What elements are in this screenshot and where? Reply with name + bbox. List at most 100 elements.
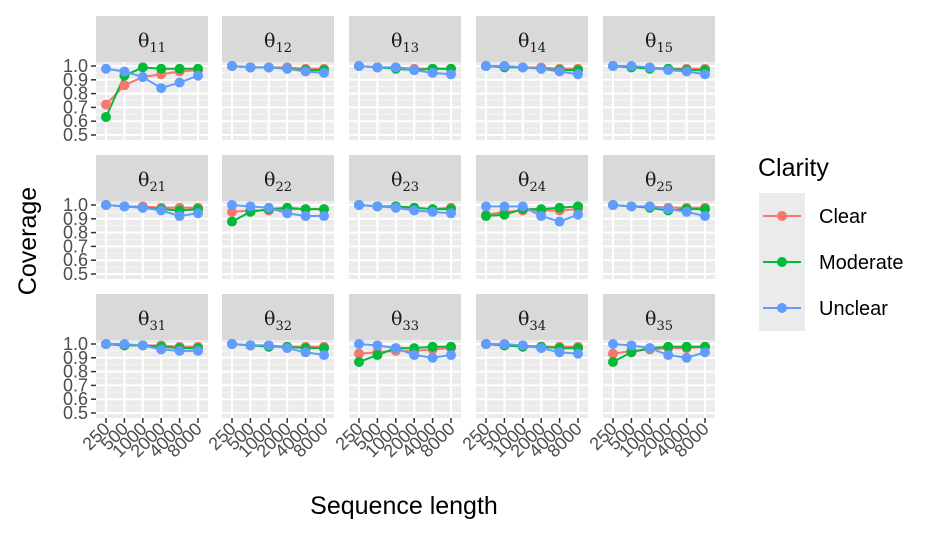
y-tick-label: 0.9 <box>63 70 88 90</box>
facet-label: θ23 <box>391 169 419 195</box>
data-point-unclear <box>119 201 130 212</box>
facet-panel: θ31 <box>96 294 208 418</box>
data-point-moderate <box>319 343 329 354</box>
data-point-unclear <box>608 339 618 349</box>
data-point-unclear <box>644 62 655 73</box>
data-point-unclear <box>300 211 311 222</box>
data-point-unclear <box>354 200 364 210</box>
data-point-unclear <box>663 65 674 76</box>
data-point-unclear <box>427 206 438 217</box>
facet-label: θ14 <box>518 30 546 56</box>
facet-strip <box>222 16 334 62</box>
data-point-unclear <box>101 63 111 74</box>
data-point-moderate <box>300 204 311 215</box>
facet-label: θ13 <box>391 30 419 56</box>
data-point-moderate <box>101 112 111 123</box>
data-point-unclear <box>409 205 420 216</box>
y-tick-label: 0.6 <box>63 250 88 270</box>
data-point-unclear <box>554 66 565 77</box>
data-point-moderate <box>481 211 491 222</box>
data-point-unclear <box>427 352 438 363</box>
facet-label: θ24 <box>518 169 546 195</box>
facet-panel: θ21 <box>96 155 208 279</box>
facet-strip <box>222 294 334 340</box>
y-tick-label: 0.5 <box>63 125 88 145</box>
data-point-unclear <box>700 211 710 222</box>
legend-key-point <box>777 303 787 313</box>
data-point-unclear <box>119 339 130 349</box>
facet-label: θ32 <box>264 308 292 334</box>
data-point-moderate <box>427 341 438 352</box>
data-point-unclear <box>700 347 710 358</box>
data-point-unclear <box>681 66 692 77</box>
data-point-unclear <box>608 61 618 71</box>
data-point-unclear <box>390 62 401 73</box>
data-point-unclear <box>499 201 510 212</box>
data-point-unclear <box>390 343 401 354</box>
data-point-unclear <box>101 200 111 210</box>
facet-label: θ31 <box>138 308 166 334</box>
data-point-moderate <box>536 204 547 215</box>
data-point-moderate <box>663 341 674 352</box>
data-point-moderate <box>681 341 692 352</box>
facet-panel: θ32 <box>222 294 334 418</box>
y-tick-label: 0.5 <box>63 403 88 423</box>
facet-strip <box>476 155 588 201</box>
data-point-unclear <box>193 345 203 356</box>
facet-strip <box>349 155 461 201</box>
facet-panel: θ33 <box>349 294 461 418</box>
data-point-unclear <box>193 208 203 219</box>
data-point-unclear <box>319 350 329 361</box>
y-tick-label: 0.6 <box>63 389 88 409</box>
data-point-unclear <box>300 66 311 77</box>
data-point-unclear <box>554 347 565 358</box>
facet-panel: θ12 <box>222 16 334 140</box>
data-point-moderate <box>608 356 618 367</box>
facet-label: θ35 <box>645 308 673 334</box>
data-point-unclear <box>663 204 674 215</box>
facet-strip <box>476 16 588 62</box>
data-point-unclear <box>319 211 329 222</box>
data-point-unclear <box>245 340 256 351</box>
data-point-unclear <box>517 201 528 212</box>
data-point-moderate <box>700 204 710 215</box>
data-point-unclear <box>227 339 237 349</box>
data-point-unclear <box>101 339 111 349</box>
facet-label: θ22 <box>264 169 292 195</box>
data-point-clear <box>101 99 111 110</box>
data-point-unclear <box>446 350 456 361</box>
facet-panel: θ35 <box>603 294 715 418</box>
data-point-moderate <box>227 216 237 227</box>
data-point-unclear <box>517 340 528 351</box>
facet-panel: θ13 <box>349 16 461 140</box>
facet-strip <box>96 294 208 340</box>
data-point-unclear <box>282 208 293 219</box>
data-point-clear <box>119 80 130 91</box>
y-axis-title: Coverage <box>14 187 42 295</box>
data-point-moderate <box>319 204 329 215</box>
data-point-unclear <box>227 200 237 210</box>
data-point-unclear <box>282 63 293 74</box>
legend-key-point <box>777 257 787 267</box>
y-tick-label: 0.7 <box>63 236 88 256</box>
data-point-unclear <box>427 67 438 78</box>
y-tick-label: 1.0 <box>63 334 88 354</box>
data-point-unclear <box>372 62 383 73</box>
facet-strip <box>349 294 461 340</box>
data-point-unclear <box>536 343 547 354</box>
facet-panel: θ11 <box>96 16 208 140</box>
data-point-clear <box>608 348 618 359</box>
data-point-unclear <box>499 61 510 71</box>
y-tick-label: 0.8 <box>63 362 88 382</box>
data-point-moderate <box>156 63 167 74</box>
data-point-unclear <box>174 211 185 222</box>
data-point-unclear <box>409 65 420 76</box>
facet-panel: θ22 <box>222 155 334 279</box>
legend: Clarity Clear Moderate Unclear <box>758 154 904 331</box>
data-point-moderate <box>626 347 637 358</box>
legend-title: Clarity <box>758 154 829 182</box>
data-point-moderate <box>573 201 583 212</box>
data-point-unclear <box>156 83 167 94</box>
facet-label: θ33 <box>391 308 419 334</box>
